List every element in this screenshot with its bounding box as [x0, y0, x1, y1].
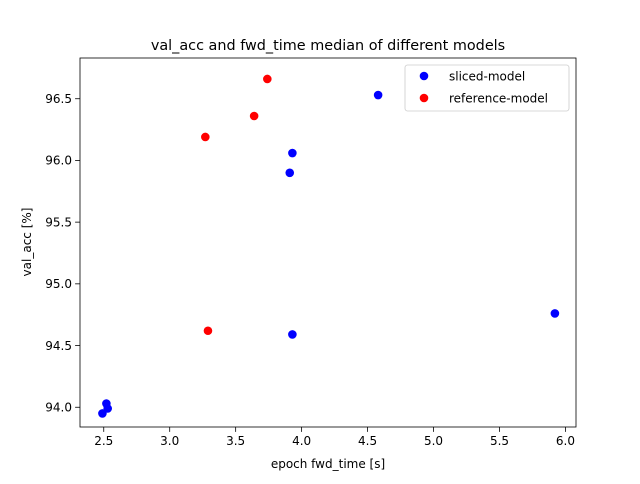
x-tick-label-3: 4.0	[292, 434, 311, 448]
x-tick-label-0: 2.5	[94, 434, 113, 448]
point-sliced-model-2	[285, 168, 295, 178]
legend-box	[404, 64, 570, 112]
x-tick-label-5: 5.0	[424, 434, 443, 448]
y-axis-label: val_acc [%]	[20, 208, 34, 277]
x-tick-label-6: 5.5	[490, 434, 509, 448]
x-tick-label-4: 4.5	[358, 434, 377, 448]
point-sliced-model-0	[373, 90, 383, 100]
x-tick-label-7: 6.0	[556, 434, 575, 448]
x-tick-label-2: 3.5	[226, 434, 245, 448]
point-reference-model-3	[203, 326, 213, 336]
point-sliced-model-4	[288, 330, 297, 339]
y-tick-label-4: 96.0	[45, 154, 72, 168]
point-reference-model-0	[263, 74, 272, 84]
legend-marker-sliced-model	[419, 71, 429, 81]
point-sliced-model-3	[550, 309, 560, 318]
y-tick-label-3: 95.5	[45, 215, 72, 229]
point-sliced-model-1	[288, 148, 297, 158]
point-reference-model-2	[201, 132, 210, 142]
y-tick-label-2: 95.0	[45, 277, 72, 291]
axes: 2.5 3.0 3.5 4.0 4.5 5.0 5.5 6.0 94.0 94.5 95.0 95.5…	[45, 57, 577, 448]
legend: sliced-model reference-model	[404, 64, 570, 112]
y-tick-label-1: 94.5	[45, 339, 72, 353]
plot-area	[98, 74, 560, 418]
axes-frame	[79, 57, 577, 428]
legend-label-reference-model: reference-model	[449, 91, 548, 105]
legend-label-sliced-model: sliced-model	[449, 69, 525, 83]
y-tick-label-5: 96.5	[45, 92, 72, 106]
point-sliced-model-7	[98, 409, 107, 418]
point-reference-model-1	[249, 111, 259, 121]
legend-marker-reference-model	[419, 93, 429, 103]
chart-title: val_acc and fwd_time median of different…	[151, 38, 505, 54]
y-tick-label-0: 94.0	[45, 401, 72, 415]
x-axis-label: epoch fwd_time [s]	[271, 457, 385, 471]
x-tick-label-1: 3.0	[160, 434, 179, 448]
